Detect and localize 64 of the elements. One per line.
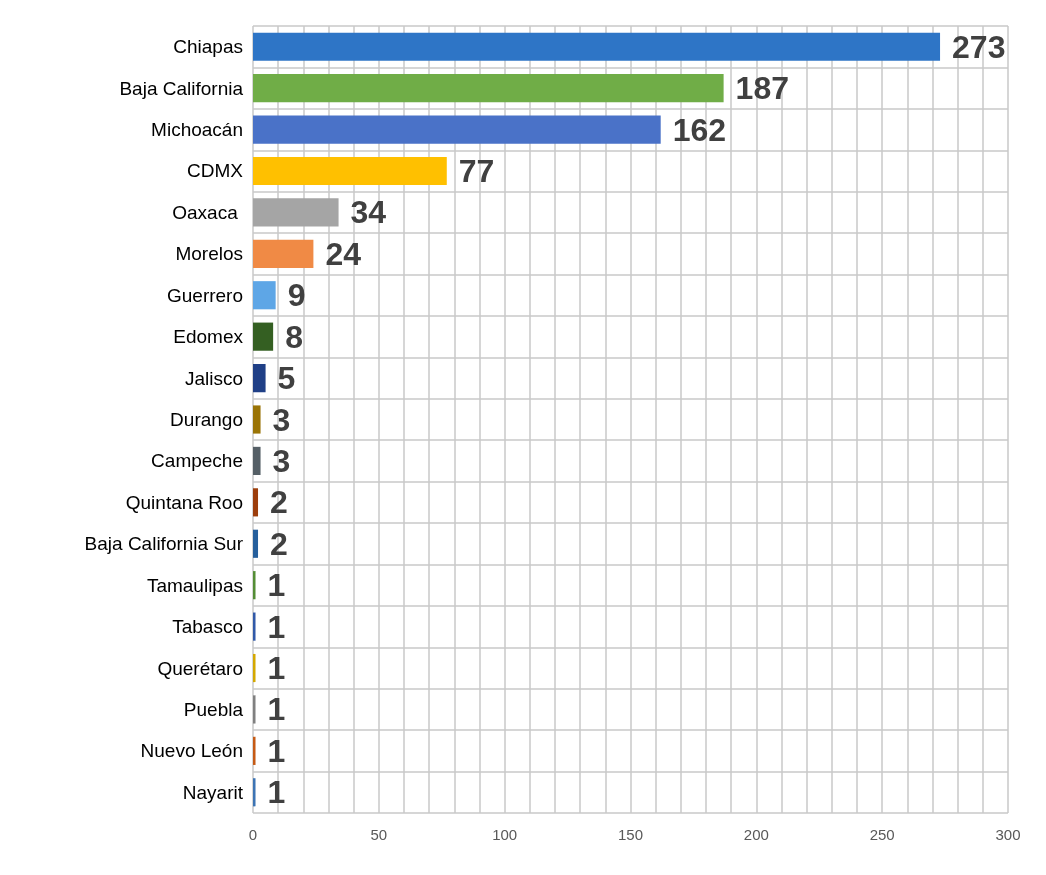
data-label: 1 [267,732,286,769]
data-label: 1 [267,608,286,645]
bar [253,322,274,351]
data-label: 34 [350,194,387,231]
bar [253,736,256,765]
x-tick-label: 250 [869,826,895,843]
y-tick-label: Oaxaca [172,201,243,223]
data-label: 2 [270,484,288,521]
data-label: 273 [952,28,1006,65]
y-tick-label: Nuevo León [140,740,243,762]
bar [253,571,256,600]
y-tick-label: Guerrero [166,284,243,306]
bar [253,156,447,186]
data-label: 1 [267,567,286,604]
bar [253,405,261,434]
bar [253,198,339,227]
bar [253,612,256,641]
y-tick-label: Jalisco [184,367,243,389]
data-label: 1 [267,691,286,728]
bar [253,446,261,475]
data-label: 1 [267,774,286,811]
y-tick-label: Tamaulipas [146,574,243,596]
y-tick-label: Michoacán [151,119,243,141]
data-label: 3 [272,442,291,479]
data-label: 24 [325,235,362,272]
bar [253,32,941,61]
y-tick-label: CDMX [187,160,244,182]
data-label: 9 [287,277,306,314]
y-tick-label: Durango [170,409,243,430]
y-tick-label: Querétaro [157,657,243,679]
y-tick-label: Edomex [173,326,244,348]
bar [253,281,276,310]
data-label: 1 [267,650,286,687]
y-tick-label: Campeche [151,450,243,472]
data-label: 187 [735,70,790,107]
bar [253,239,314,268]
bar [253,74,724,103]
y-tick-label: Baja California [119,77,244,99]
bar [253,364,266,393]
y-tick-label: Morelos [175,243,243,265]
bar [253,653,256,683]
y-tick-label: Chiapas [173,36,243,58]
y-tick-label: Nayarit [182,781,244,803]
bar [253,529,259,558]
x-tick-label: 50 [370,826,388,843]
x-tick-label: 300 [995,826,1021,843]
data-label: 162 [672,111,727,148]
data-label: 8 [285,318,303,355]
bar [253,488,259,517]
data-label: 77 [458,152,495,189]
x-tick-label: 100 [492,826,518,843]
bar [253,778,256,807]
data-label: 3 [272,401,291,438]
data-label: 5 [277,360,296,397]
x-tick-label: 0 [248,826,258,843]
data-label: 2 [270,525,288,562]
bar [253,115,661,144]
x-tick-label: 200 [743,826,769,843]
x-tick-label: 150 [617,826,644,843]
y-tick-label: Tabasco [172,616,243,638]
y-tick-label: Quintana Roo [125,491,243,513]
bar [253,695,256,724]
y-tick-label: Puebla [183,698,244,720]
y-tick-label: Baja California Sur [84,533,244,555]
